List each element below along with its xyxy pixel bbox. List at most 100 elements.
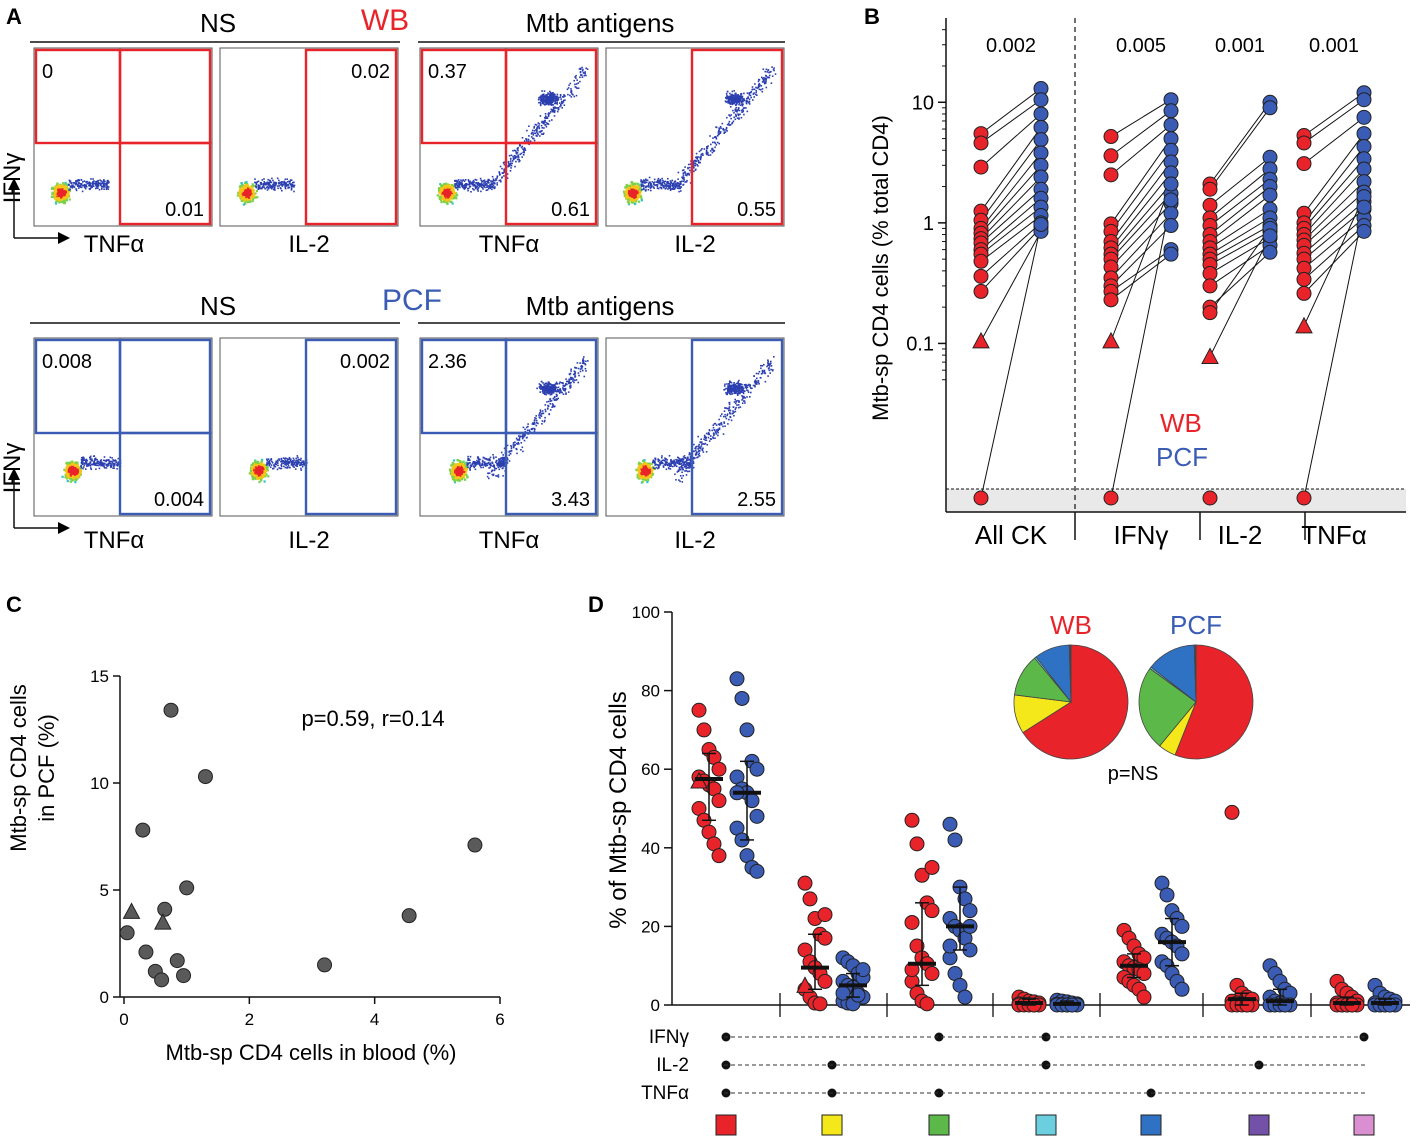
event-dot [89, 181, 91, 184]
event-dot [531, 129, 534, 132]
event-dot [81, 462, 83, 465]
event-dot [68, 184, 70, 186]
event-dot [567, 87, 570, 89]
event-dot [517, 149, 519, 152]
event-dot [98, 461, 101, 463]
event-dot [242, 187, 245, 190]
pcf-mtb-header: Mtb antigens [526, 291, 675, 321]
event-dot [251, 183, 254, 186]
event-dot [262, 183, 264, 185]
event-dot [281, 181, 283, 183]
event-dot [477, 186, 480, 189]
event-dot [78, 184, 80, 187]
event-dot [638, 200, 641, 203]
event-dot [528, 140, 530, 142]
event-dot [541, 130, 543, 132]
event-dot [694, 169, 697, 171]
event-dot [261, 186, 264, 189]
event-dot [516, 152, 519, 154]
event-dot [482, 184, 485, 187]
event-dot [727, 100, 730, 103]
event-dot [442, 183, 446, 186]
event-dot [573, 79, 575, 82]
event-dot [75, 464, 78, 467]
event-dot [554, 102, 557, 104]
event-dot [85, 461, 88, 464]
event-dot [65, 198, 68, 201]
event-dot [69, 475, 72, 479]
event-dot [63, 468, 66, 471]
event-dot [536, 126, 539, 129]
event-dot [494, 182, 496, 185]
event-dot [444, 189, 447, 192]
event-dot [245, 195, 248, 198]
event-dot [88, 188, 91, 190]
event-dot [99, 179, 101, 181]
event-dot [455, 186, 458, 189]
event-dot [709, 150, 712, 152]
event-dot [550, 104, 553, 106]
event-dot [283, 182, 285, 184]
event-dot [719, 131, 722, 133]
event-dot [454, 184, 456, 186]
event-dot [738, 118, 740, 120]
event-dot [671, 183, 674, 185]
event-dot [468, 180, 470, 183]
event-dot [498, 171, 500, 173]
event-dot [64, 187, 67, 190]
event-dot [627, 191, 631, 194]
event-dot [541, 95, 544, 98]
event-dot [739, 113, 741, 116]
event-dot [698, 150, 701, 153]
event-dot [745, 102, 748, 104]
event-dot [510, 167, 512, 169]
event-dot [503, 169, 505, 171]
event-dot [764, 82, 767, 85]
event-dot [292, 185, 294, 188]
event-dot [579, 67, 582, 70]
event-dot [291, 183, 294, 186]
event-dot [109, 456, 112, 459]
event-dot [57, 197, 60, 200]
event-dot [640, 197, 643, 200]
event-dot [443, 191, 446, 194]
event-dot [740, 92, 742, 95]
event-dot [639, 183, 642, 186]
event-dot [766, 76, 769, 79]
event-dot [696, 164, 698, 166]
event-dot [449, 196, 452, 200]
event-dot [54, 197, 57, 200]
event-dot [512, 149, 514, 152]
event-dot [726, 97, 729, 99]
event-dot [538, 96, 540, 99]
event-dot [258, 480, 261, 484]
event-dot [500, 180, 502, 183]
wb-ns-tnf-y-label: IFNγ [0, 153, 26, 204]
event-dot [627, 198, 630, 201]
event-dot [763, 79, 765, 81]
event-dot [449, 195, 452, 198]
event-dot [75, 475, 79, 478]
event-dot [648, 181, 651, 184]
event-dot [742, 99, 745, 102]
event-dot [524, 149, 527, 151]
event-dot [553, 110, 556, 112]
event-dot [487, 180, 490, 182]
event-dot [682, 169, 685, 171]
event-dot [95, 181, 97, 183]
event-dot [726, 130, 728, 132]
event-dot [59, 188, 62, 191]
event-dot [79, 469, 82, 473]
event-dot [475, 182, 477, 184]
event-dot [456, 194, 459, 197]
event-dot [237, 191, 240, 194]
event-dot [510, 164, 513, 167]
event-dot [102, 463, 105, 465]
event-dot [768, 71, 770, 74]
event-dot [718, 128, 721, 131]
event-dot [581, 70, 584, 72]
event-dot [84, 186, 86, 189]
event-dot [630, 194, 633, 197]
event-dot [687, 167, 689, 170]
event-dot [66, 189, 70, 192]
